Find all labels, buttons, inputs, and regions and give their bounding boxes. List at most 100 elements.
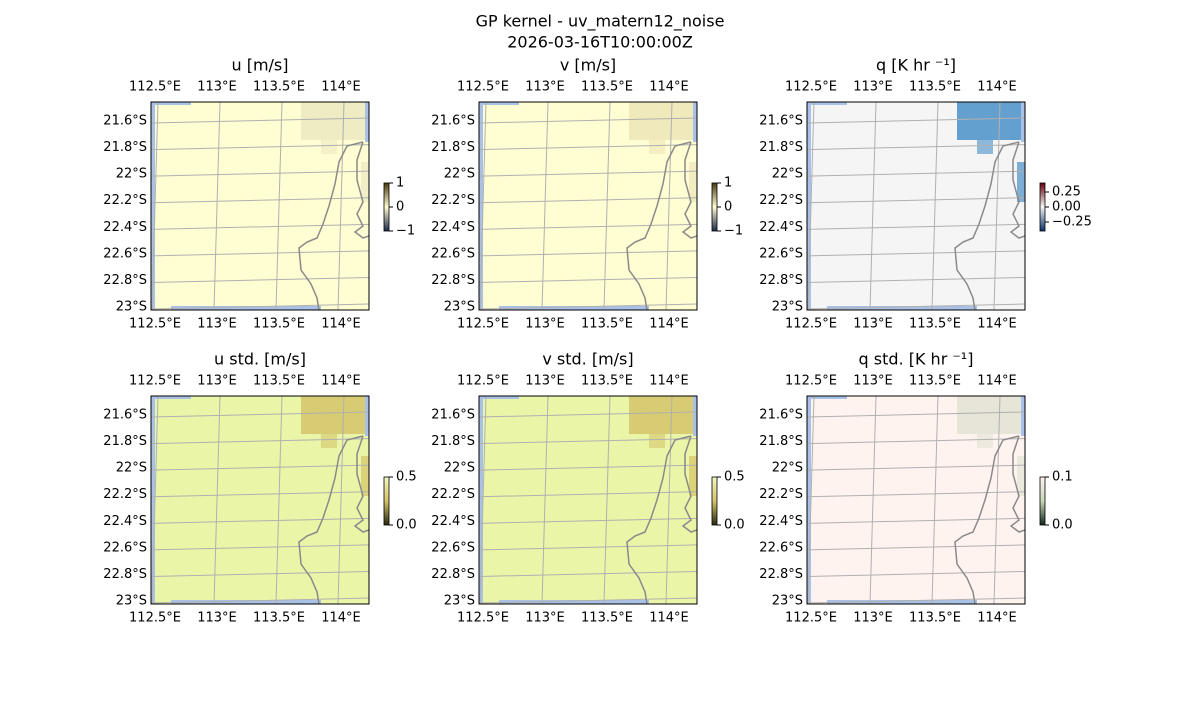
lon-tick-label: 113.5°E	[581, 611, 633, 626]
ocean-edge	[479, 396, 519, 399]
grid-line	[479, 170, 697, 177]
lat-tick-label: 22.8°S	[759, 567, 803, 582]
map-panel: q std. [K hr ⁻¹] 112.5°E 112.5°E 113°E 113°E…	[759, 350, 1072, 626]
colorbar-tick-label: −1	[396, 224, 415, 239]
field-patch	[321, 140, 337, 154]
lon-tick-label: 114°E	[977, 611, 1017, 626]
colorbar-tick-label: 0.00	[1052, 200, 1081, 215]
grid-line	[151, 117, 369, 124]
lat-tick-label: 22.8°S	[431, 567, 475, 582]
grid-line	[807, 117, 1025, 124]
lat-tick-label: 21.8°S	[431, 434, 475, 449]
lon-tick-label: 113.5°E	[253, 80, 305, 95]
grid-line	[479, 396, 487, 604]
field-patch	[649, 434, 665, 448]
grid-line	[479, 223, 697, 230]
lat-tick-label: 23°S	[772, 300, 803, 315]
grid-line	[869, 396, 877, 604]
lon-tick-label: 112.5°E	[457, 317, 509, 332]
grid-line	[151, 570, 369, 577]
figure-title: GP kernel - uv_matern12_noise	[476, 12, 725, 32]
lat-tick-label: 22.4°S	[759, 220, 803, 235]
lat-tick-label: 21.6°S	[759, 408, 803, 423]
field-patch	[629, 102, 697, 140]
grid-line	[275, 396, 283, 604]
colorbar-tick-label: 0.0	[724, 518, 745, 533]
map-area	[807, 396, 1025, 604]
grid-line	[479, 144, 697, 151]
lon-tick-label: 112.5°E	[129, 374, 181, 389]
grid-line	[151, 544, 369, 551]
ocean-edge	[171, 600, 321, 604]
map-frame	[150, 101, 370, 311]
grid-line	[807, 597, 1025, 604]
lat-tick-label: 22°S	[116, 461, 147, 476]
lon-tick-label: 112.5°E	[785, 80, 837, 95]
colorbar	[383, 476, 390, 526]
map-panel: v std. [m/s] 112.5°E 112.5°E 113°E 113°E 113.…	[431, 350, 744, 626]
grid-line	[151, 517, 369, 524]
colorbar-tick-label: 1	[396, 176, 404, 191]
field-patch	[1017, 456, 1025, 496]
lon-tick-label: 113°E	[197, 317, 237, 332]
coastline	[626, 141, 697, 310]
grid-line	[541, 102, 549, 310]
ocean-edge	[151, 396, 155, 604]
lat-tick-label: 22.6°S	[103, 246, 147, 261]
lat-tick-label: 23°S	[772, 594, 803, 609]
lon-tick-label: 113°E	[853, 80, 893, 95]
lat-tick-label: 22.4°S	[431, 514, 475, 529]
lat-tick-label: 22°S	[444, 167, 475, 182]
map-frame	[478, 395, 698, 605]
lat-tick-label: 22.6°S	[431, 540, 475, 555]
field-patch	[689, 456, 697, 496]
grid-line	[151, 411, 369, 418]
lat-tick-label: 21.6°S	[103, 408, 147, 423]
grid-line	[151, 223, 369, 230]
lon-tick-label: 114°E	[321, 80, 361, 95]
grid-line	[275, 102, 283, 310]
field-patch	[1017, 162, 1025, 202]
panel-title: u std. [m/s]	[214, 350, 306, 369]
lon-tick-label: 113°E	[853, 611, 893, 626]
grid-line	[151, 250, 369, 257]
colorbar-tick-label: 1	[724, 176, 732, 191]
lat-tick-label: 22.2°S	[431, 487, 475, 502]
colorbar-tick-label: 0.5	[396, 470, 417, 485]
lon-tick-label: 113°E	[525, 374, 565, 389]
lon-tick-label: 112.5°E	[457, 611, 509, 626]
lat-tick-label: 22.2°S	[431, 193, 475, 208]
grid-line	[807, 411, 1025, 418]
map-area	[807, 102, 1025, 310]
grid-line	[807, 144, 1025, 151]
lon-tick-label: 113°E	[197, 374, 237, 389]
grid-line	[151, 170, 369, 177]
lon-tick-label: 112.5°E	[129, 317, 181, 332]
lon-tick-label: 113.5°E	[253, 374, 305, 389]
grid-line	[807, 438, 1025, 445]
grid-line	[479, 276, 697, 283]
colorbar	[711, 476, 718, 526]
lat-tick-label: 21.8°S	[759, 434, 803, 449]
ocean-edge	[827, 600, 977, 604]
lon-tick-label: 113.5°E	[909, 611, 961, 626]
lat-tick-label: 22.4°S	[759, 514, 803, 529]
lat-tick-label: 21.6°S	[103, 114, 147, 129]
field-patch	[649, 140, 665, 154]
map-area	[479, 102, 697, 310]
panel-title: q std. [K hr ⁻¹]	[859, 350, 974, 369]
grid-line	[479, 570, 697, 577]
map-panel: q [K hr ⁻¹] 112.5°E 112.5°E 113°E 113°E 113.5…	[759, 56, 1092, 332]
ocean-edge	[479, 102, 519, 105]
lon-tick-label: 113°E	[525, 317, 565, 332]
field-patch	[957, 396, 1025, 434]
lon-tick-label: 112.5°E	[129, 80, 181, 95]
lat-tick-label: 23°S	[116, 300, 147, 315]
lat-tick-label: 22.2°S	[759, 487, 803, 502]
grid-line	[479, 102, 487, 310]
grid-line	[807, 197, 1025, 204]
grid-line	[479, 464, 697, 471]
lon-tick-label: 113.5°E	[581, 80, 633, 95]
lat-tick-label: 22.2°S	[759, 193, 803, 208]
